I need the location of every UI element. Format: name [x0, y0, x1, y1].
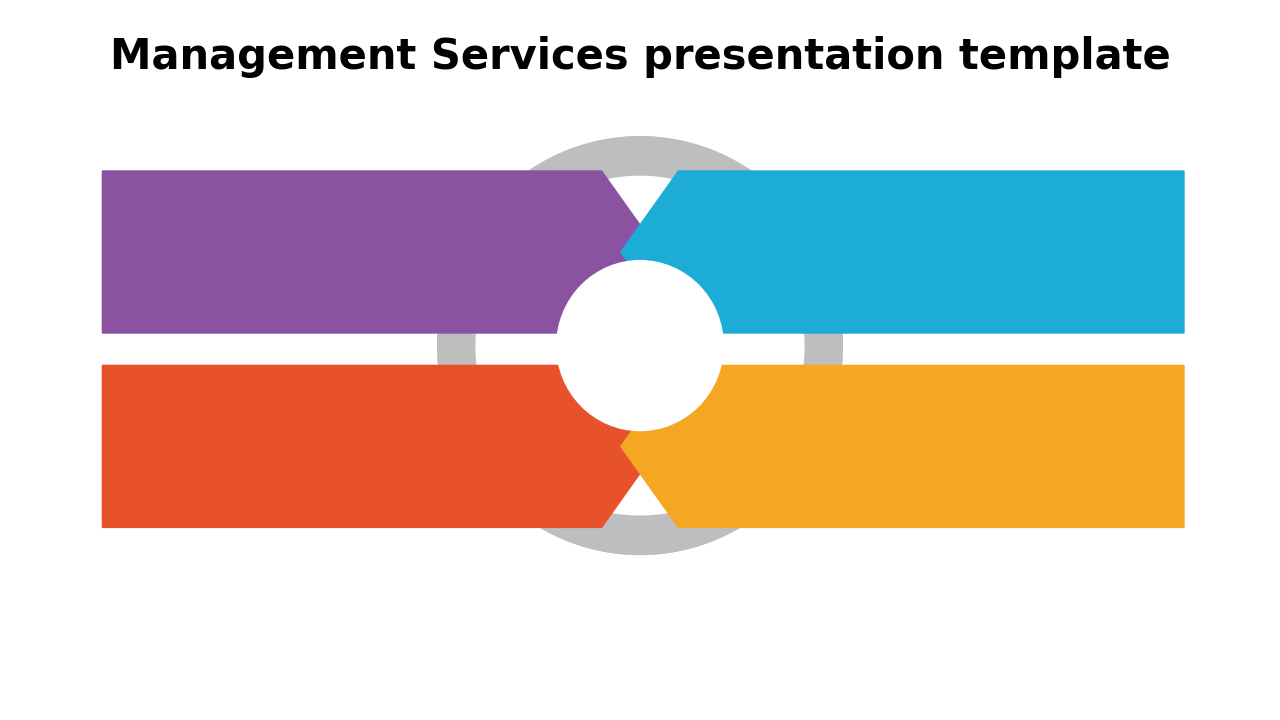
Text: Management Services presentation template: Management Services presentation templat…	[110, 36, 1170, 78]
Text: Experience sevices: Experience sevices	[173, 207, 365, 225]
Ellipse shape	[476, 176, 804, 515]
Ellipse shape	[515, 216, 765, 475]
Polygon shape	[588, 144, 835, 346]
Polygon shape	[102, 365, 659, 527]
Polygon shape	[439, 151, 640, 397]
Polygon shape	[621, 365, 1184, 527]
Text: Ut ultricies imperdiet sodales aliquam
fringilla aliquam: Ut ultricies imperdiet sodales aliquam f…	[710, 438, 989, 474]
Ellipse shape	[476, 176, 804, 515]
Text: Management services: Management services	[710, 402, 932, 420]
Text: Value added services: Value added services	[710, 207, 924, 225]
Ellipse shape	[476, 176, 804, 515]
Polygon shape	[445, 346, 692, 547]
Polygon shape	[640, 294, 841, 540]
Ellipse shape	[515, 216, 765, 475]
Text: Ut ultricies imperdiet sodales aliquam
fringilla aliquam: Ut ultricies imperdiet sodales aliquam f…	[173, 438, 452, 474]
Ellipse shape	[515, 216, 765, 475]
Ellipse shape	[438, 137, 842, 554]
Ellipse shape	[515, 216, 765, 475]
Polygon shape	[621, 171, 1184, 333]
Polygon shape	[102, 171, 659, 333]
Ellipse shape	[438, 137, 842, 554]
Ellipse shape	[476, 176, 804, 515]
Text: Support core fuction: Support core fuction	[173, 402, 381, 420]
Ellipse shape	[553, 256, 727, 436]
Text: Ut ultricies imperdiet sodales aliquam
fringilla aliquam: Ut ultricies imperdiet sodales aliquam f…	[710, 244, 989, 280]
Ellipse shape	[553, 256, 727, 436]
Ellipse shape	[557, 261, 723, 431]
Text: Ut ultricies imperdiet sodales aliquam
fringilla aliquam: Ut ultricies imperdiet sodales aliquam f…	[173, 244, 452, 280]
